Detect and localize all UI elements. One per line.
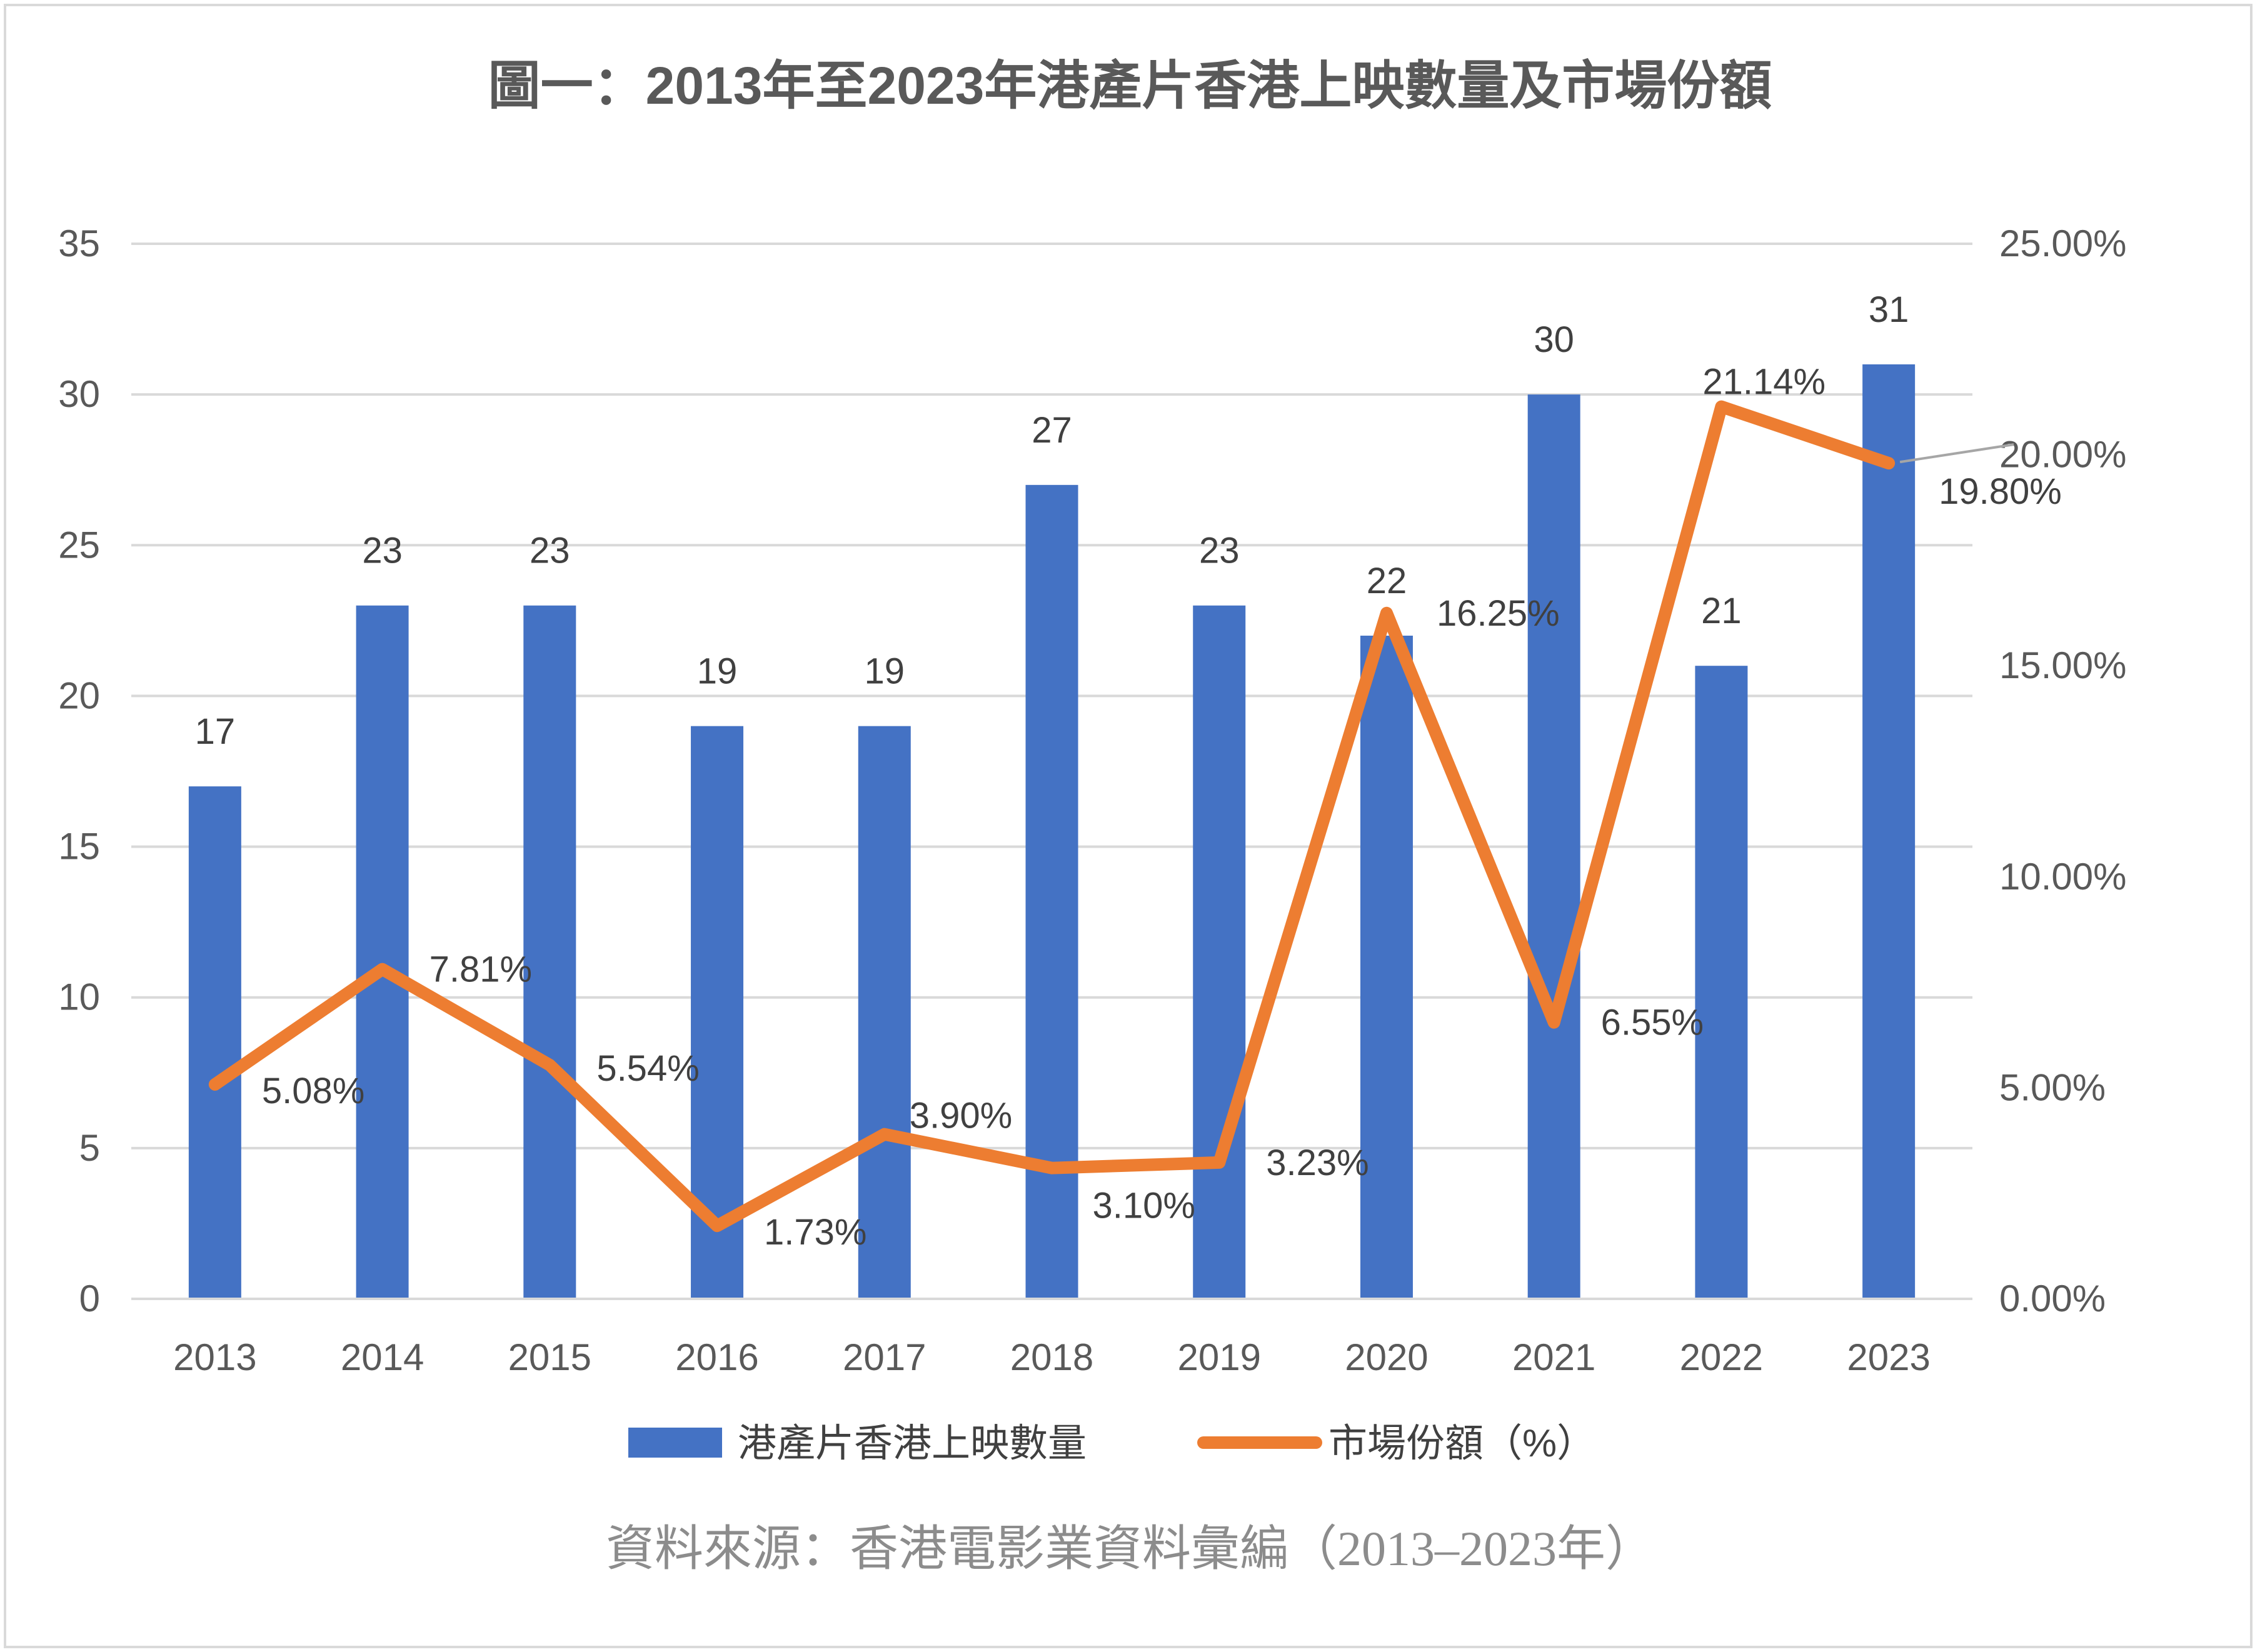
line-data-label: 3.10% bbox=[1093, 1186, 1195, 1226]
line-data-label: 19.80% bbox=[1939, 471, 2062, 512]
bar-data-label: 19 bbox=[697, 651, 738, 692]
line-data-label: 5.54% bbox=[596, 1048, 699, 1089]
line-data-label: 1.73% bbox=[764, 1212, 866, 1253]
bar-data-label: 23 bbox=[530, 531, 570, 571]
x-tick-label: 2022 bbox=[1680, 1336, 1763, 1378]
y-left-tick-label: 30 bbox=[58, 373, 100, 415]
bar bbox=[356, 605, 409, 1299]
bar-data-label: 22 bbox=[1367, 561, 1407, 601]
x-tick-label: 2016 bbox=[675, 1336, 758, 1378]
line-data-label: 3.23% bbox=[1266, 1143, 1369, 1183]
line-series-market-share bbox=[208, 400, 1896, 1233]
bar-data-label: 27 bbox=[1032, 410, 1072, 451]
legend-label-line: 市場份額（%） bbox=[1328, 1422, 1595, 1465]
y-left-tick-label: 0 bbox=[79, 1278, 100, 1319]
x-tick-label: 2017 bbox=[843, 1336, 926, 1378]
x-tick-label: 2018 bbox=[1010, 1336, 1093, 1378]
y-left-tick-label: 15 bbox=[58, 826, 100, 868]
line-data-label: 5.08% bbox=[262, 1071, 364, 1111]
bar-data-label: 30 bbox=[1534, 319, 1574, 360]
y-left-tick-label: 35 bbox=[58, 223, 100, 264]
bar bbox=[1025, 484, 1078, 1299]
y-right-tick-label: 5.00% bbox=[1999, 1066, 2106, 1108]
bar bbox=[1527, 394, 1580, 1299]
x-tick-label: 2019 bbox=[1177, 1336, 1260, 1378]
chart-title: 圖一：2013年至2023年港產片香港上映數量及市場份額 bbox=[488, 56, 1772, 115]
x-tick-label: 2015 bbox=[508, 1336, 591, 1378]
line-data-label: 16.25% bbox=[1437, 593, 1560, 634]
line-data-label: 3.90% bbox=[910, 1096, 1012, 1136]
bar bbox=[188, 786, 241, 1299]
y-right-tick-label: 20.00% bbox=[1999, 434, 2127, 476]
bar bbox=[1695, 666, 1748, 1299]
y-right-tick-label: 10.00% bbox=[1999, 856, 2127, 898]
y-left-tick-label: 5 bbox=[79, 1127, 100, 1169]
y-left-tick-label: 10 bbox=[58, 976, 100, 1018]
source-note: 資料來源：香港電影業資料彙編（2013–2023年） bbox=[605, 1521, 1654, 1576]
x-tick-label: 2014 bbox=[341, 1336, 424, 1378]
y-right-tick-label: 0.00% bbox=[1999, 1278, 2106, 1319]
y-left-tick-label: 25 bbox=[58, 524, 100, 566]
x-tick-label: 2020 bbox=[1345, 1336, 1428, 1378]
legend-swatch-bar bbox=[628, 1428, 722, 1458]
line-data-label: 6.55% bbox=[1601, 1003, 1704, 1043]
bar bbox=[1360, 635, 1413, 1299]
bar bbox=[1862, 364, 1916, 1299]
bar-data-label: 19 bbox=[865, 651, 905, 692]
x-tick-label: 2023 bbox=[1847, 1336, 1930, 1378]
bar bbox=[1193, 605, 1246, 1299]
bar bbox=[523, 605, 576, 1299]
line-data-label: 21.14% bbox=[1702, 362, 1826, 403]
x-tick-label: 2013 bbox=[173, 1336, 256, 1378]
line-data-label: 7.81% bbox=[429, 949, 532, 990]
bar-data-label: 23 bbox=[1199, 531, 1240, 571]
y-right-tick-label: 15.00% bbox=[1999, 644, 2127, 686]
legend-label-bar: 港產片香港上映數量 bbox=[738, 1422, 1087, 1465]
bar bbox=[858, 726, 911, 1299]
y-left-tick-label: 20 bbox=[58, 674, 100, 716]
bar-data-label: 17 bbox=[195, 711, 236, 752]
bar-data-label: 21 bbox=[1701, 591, 1742, 631]
bar-data-label: 23 bbox=[362, 531, 403, 571]
bar-data-label: 31 bbox=[1869, 289, 1909, 330]
y-right-tick-label: 25.00% bbox=[1999, 223, 2127, 264]
x-tick-label: 2021 bbox=[1512, 1336, 1595, 1378]
data-label-leader-line bbox=[1899, 443, 2014, 464]
